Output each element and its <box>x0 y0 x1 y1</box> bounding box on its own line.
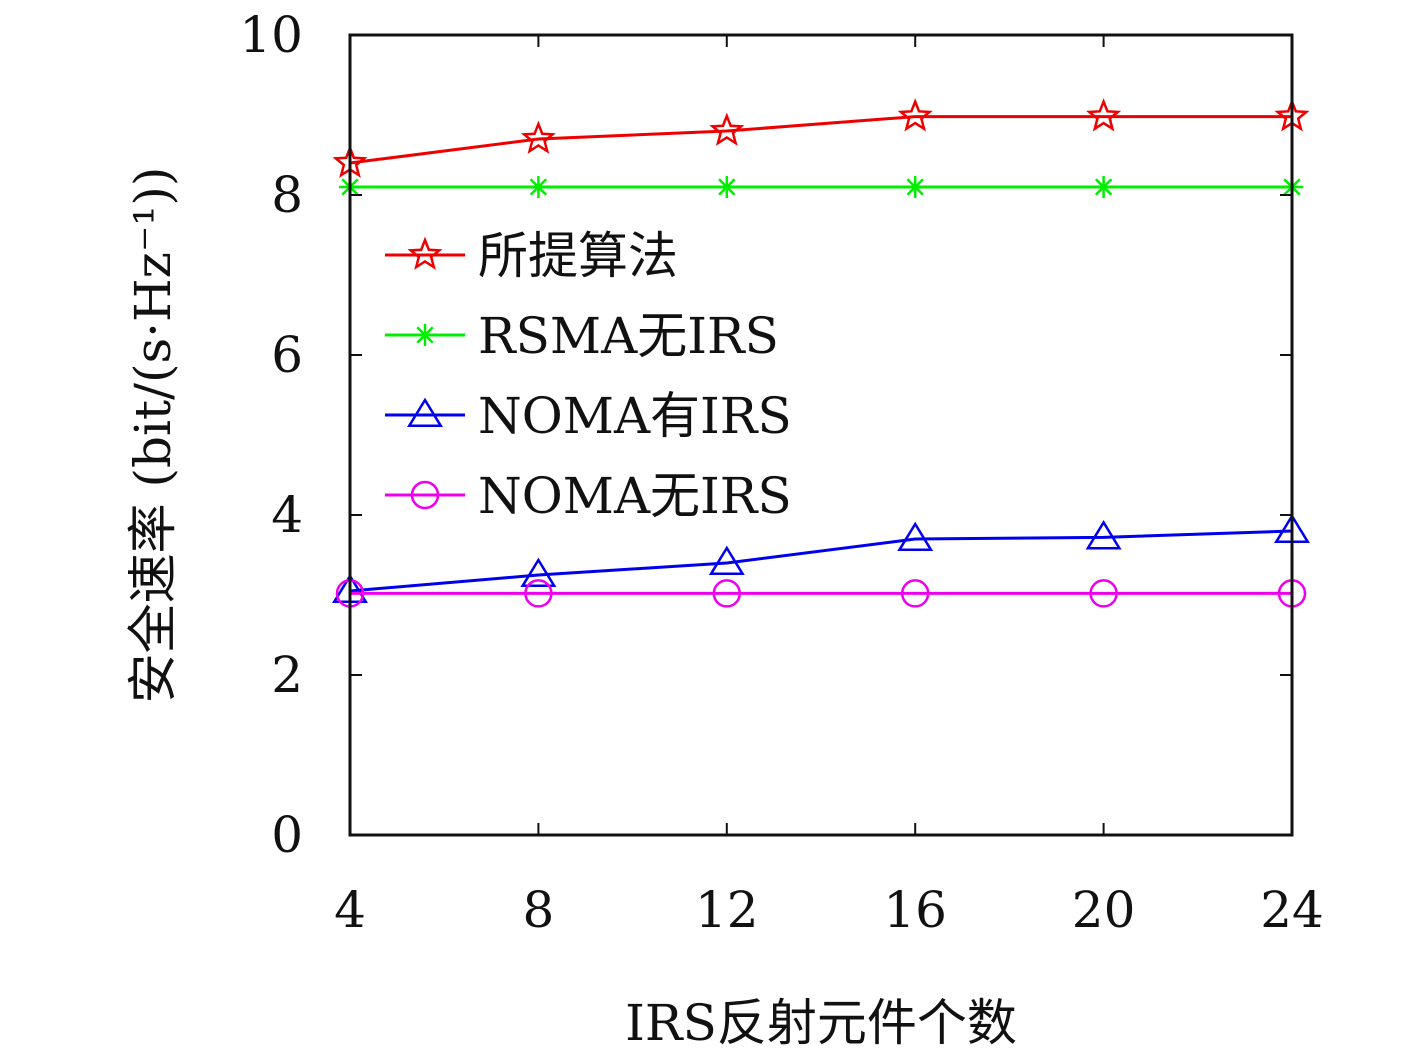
data-point <box>1089 579 1118 608</box>
legend-entry: NOMA无IRS <box>385 467 792 525</box>
series-layer <box>332 98 1310 608</box>
y-tick-label: 4 <box>271 486 303 544</box>
y-tick-label: 8 <box>271 166 303 224</box>
series-3 <box>335 579 1307 608</box>
legend-label: RSMA无IRS <box>478 307 779 365</box>
series-2 <box>332 513 1310 604</box>
y-tick-label: 0 <box>271 806 303 864</box>
data-point <box>520 557 557 588</box>
data-point <box>520 120 556 154</box>
data-point <box>712 579 742 608</box>
data-point <box>709 112 745 146</box>
data-point <box>715 176 738 198</box>
legend-marker <box>407 236 443 270</box>
series-0 <box>332 98 1310 178</box>
data-point <box>1092 176 1115 198</box>
series-1 <box>339 176 1303 198</box>
legend-marker <box>414 324 436 346</box>
y-axis-title: 安全速率 (bit/(s·Hz⁻¹)) <box>124 167 182 704</box>
legend-label: NOMA无IRS <box>478 467 792 525</box>
x-tick-label: 8 <box>522 881 554 939</box>
x-axis-title: IRS反射元件个数 <box>625 994 1017 1052</box>
data-point <box>897 521 934 552</box>
x-tick-label: 24 <box>1260 881 1324 939</box>
data-point <box>1086 98 1122 132</box>
legend-label: 所提算法 <box>478 227 678 285</box>
data-point <box>708 545 745 576</box>
data-point <box>897 98 933 132</box>
legend-entry: NOMA有IRS <box>385 387 792 445</box>
x-tick-label: 4 <box>334 881 366 939</box>
data-point <box>900 579 930 608</box>
data-point <box>527 176 550 198</box>
legend-entry: RSMA无IRS <box>385 307 779 365</box>
plot-frame <box>348 33 1294 837</box>
x-tick-label: 20 <box>1072 881 1136 939</box>
y-tick-label: 10 <box>239 6 303 64</box>
x-tick-label: 12 <box>695 881 759 939</box>
legend: 所提算法 RSMA无IRS NOMA有IRS NOMA无IRS <box>385 227 792 525</box>
y-tick-label: 6 <box>271 326 303 384</box>
data-point <box>524 579 553 608</box>
legend-marker <box>407 397 443 428</box>
x-tick-label: 16 <box>883 881 947 939</box>
legend-label: NOMA有IRS <box>478 387 792 445</box>
series-line <box>349 115 1292 165</box>
y-tick-label: 2 <box>271 646 303 704</box>
data-point <box>1085 520 1122 550</box>
series-line <box>349 529 1293 593</box>
legend-entry: 所提算法 <box>385 227 678 285</box>
legend-marker <box>410 480 440 510</box>
data-point <box>904 176 927 198</box>
